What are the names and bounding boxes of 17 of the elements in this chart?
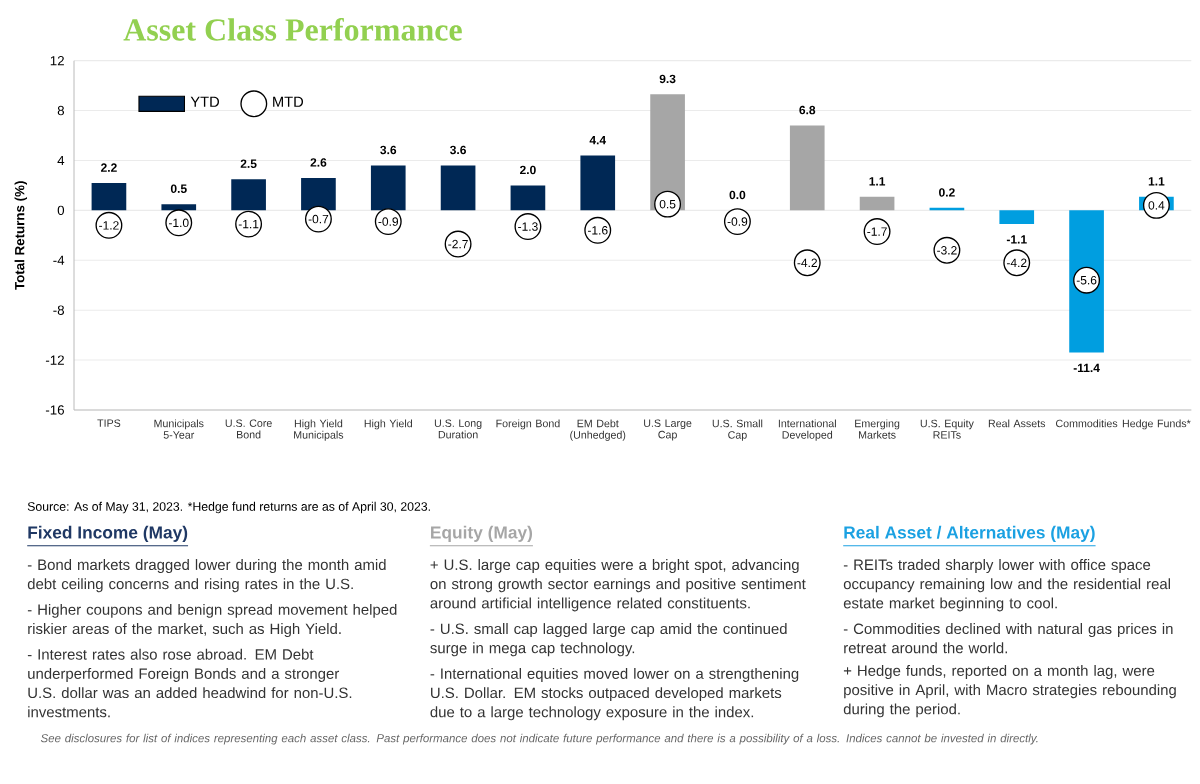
bar: [301, 177, 336, 211]
chart-title: Asset Class Performance: [123, 17, 462, 41]
bar: [510, 185, 546, 211]
bar: [789, 125, 825, 211]
text: Equity (May): [431, 525, 533, 542]
bar: [161, 204, 197, 211]
bar: [440, 165, 476, 211]
bar: [999, 210, 1035, 225]
bar: [859, 196, 895, 211]
bar: [231, 179, 266, 211]
bar: [650, 94, 685, 211]
bar: [370, 165, 406, 211]
text: Fixed Income (May): [28, 525, 188, 542]
text: Real Asset / Alternatives (May): [844, 525, 1095, 542]
bar: [1069, 210, 1104, 353]
bar: [91, 182, 127, 211]
bar: [580, 155, 616, 211]
